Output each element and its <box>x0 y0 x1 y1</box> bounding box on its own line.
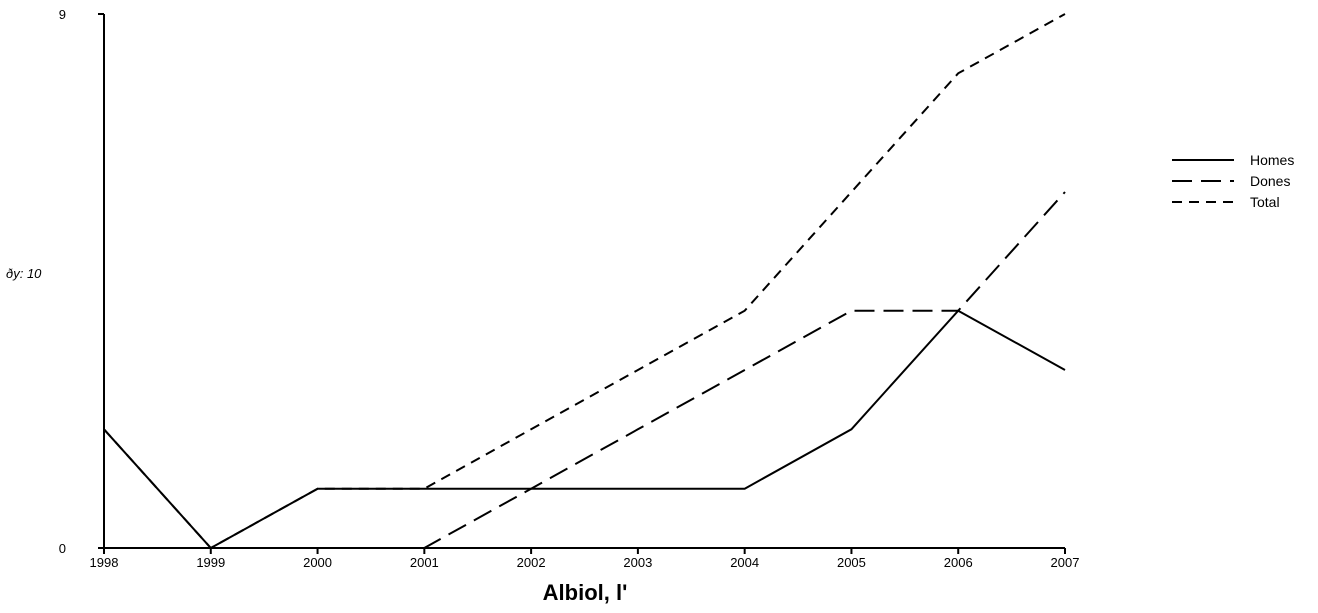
x-tick-label: 2000 <box>303 555 332 570</box>
x-tick-label: 2006 <box>944 555 973 570</box>
series-line-homes <box>103 309 1066 550</box>
x-tick-label: 2004 <box>730 555 759 570</box>
x-tick-label: 2007 <box>1051 555 1080 570</box>
x-tick-label: 2001 <box>410 555 439 570</box>
legend: Homes Dones Total <box>1172 152 1294 210</box>
x-tick-label: 1998 <box>90 555 119 570</box>
axes <box>98 13 1066 554</box>
series-line-total <box>103 13 1066 550</box>
x-tick-label: 1999 <box>196 555 225 570</box>
y-tick-label: 0 <box>59 541 66 556</box>
x-tick-label: 2003 <box>623 555 652 570</box>
x-tick-label: 2002 <box>517 555 546 570</box>
legend-label-total: Total <box>1250 194 1280 210</box>
legend-label-dones: Dones <box>1250 173 1290 189</box>
tick-labels: 0 9 1998 1999 2000 2001 2002 2003 2004 2005 2006 20… <box>59 7 1080 570</box>
y-tick-label: 9 <box>59 7 66 22</box>
legend-label-homes: Homes <box>1250 152 1294 168</box>
x-axis-title: Albiol, l' <box>543 580 628 605</box>
x-tick-label: 2005 <box>837 555 866 570</box>
series-layer <box>103 13 1066 550</box>
y-axis-note: ðy: 10 <box>6 266 42 281</box>
series-line-dones <box>104 191 1066 549</box>
